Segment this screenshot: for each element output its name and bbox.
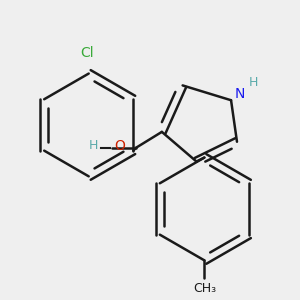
Text: H: H — [249, 76, 258, 89]
Text: N: N — [235, 87, 245, 101]
Text: O: O — [114, 139, 125, 153]
Text: CH₃: CH₃ — [193, 282, 216, 295]
Text: Cl: Cl — [80, 46, 94, 60]
Text: H: H — [89, 139, 98, 152]
